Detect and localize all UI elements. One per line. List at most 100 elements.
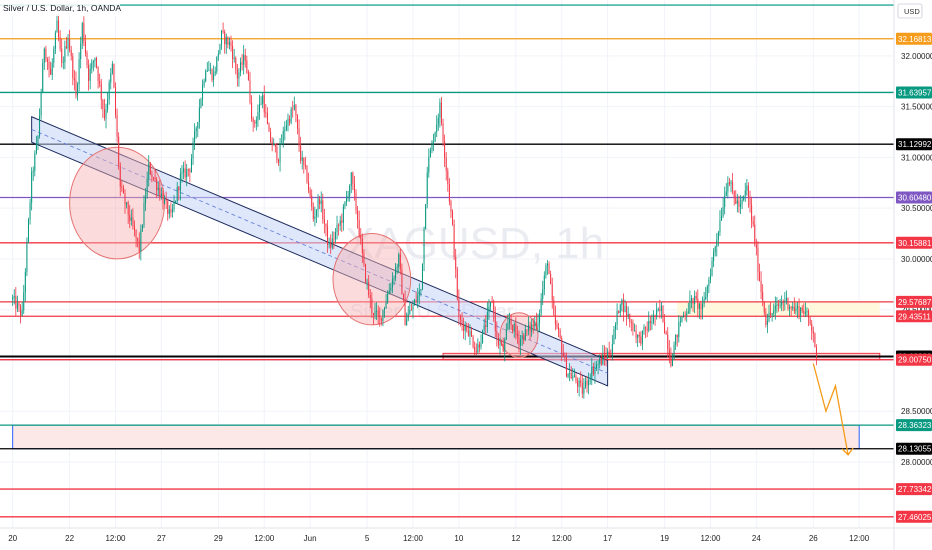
candle-body [398, 254, 400, 267]
candle-body [716, 239, 718, 247]
candle-body [13, 296, 15, 298]
candle-body [108, 82, 110, 100]
price-label-text: 28.13055 [898, 445, 932, 454]
candle-body [152, 177, 154, 179]
candle-body [154, 177, 156, 180]
candle-body [504, 339, 506, 352]
price-tick-label: 28.50000 [901, 407, 932, 416]
candle-body [311, 195, 313, 207]
candle-body [418, 290, 420, 296]
candle-body [535, 322, 537, 327]
candle-body [527, 324, 530, 331]
candle-body [800, 307, 802, 316]
candle-body [744, 190, 746, 196]
candle-body [508, 319, 511, 324]
candle-body [787, 297, 789, 309]
candle-body [26, 241, 28, 272]
candle-body [420, 289, 422, 291]
candle-body [300, 145, 302, 161]
candle-body [304, 164, 306, 167]
candle-body [42, 63, 44, 93]
candle-body [401, 268, 403, 295]
candle-body [393, 278, 395, 280]
candle-body [611, 344, 613, 356]
candle-body [390, 287, 392, 291]
candle-body [442, 123, 444, 142]
candle-body [258, 104, 261, 112]
candle-body [130, 217, 132, 221]
candle-body [363, 253, 365, 265]
candle-body [129, 214, 131, 221]
candle-body [222, 30, 224, 32]
candle-body [469, 330, 471, 336]
candle-body [102, 99, 104, 109]
candle-body [686, 313, 688, 316]
candle-body [146, 178, 148, 197]
price-label-box [896, 236, 932, 249]
candle-body [483, 325, 485, 330]
currency-button[interactable] [897, 3, 923, 19]
candle-body [143, 203, 145, 226]
candle-body [803, 311, 805, 314]
candle-body [572, 376, 574, 379]
candle-body [717, 232, 719, 240]
candle-body [249, 80, 251, 103]
time-tick-label: 10 [454, 534, 463, 543]
candle-body [262, 95, 264, 104]
time-tick-label: 29 [214, 534, 223, 543]
candle-body [301, 157, 303, 161]
candle-body [447, 170, 449, 185]
time-axis[interactable]: 20 22 12:00 27 29 12:00 Jun 5 12:00 10 12 12:00 17 19… [8, 534, 870, 543]
candle-body [433, 141, 435, 143]
candle-body [175, 200, 177, 203]
candle-body [436, 124, 438, 133]
candle-body [317, 199, 319, 211]
candle-body [602, 354, 604, 365]
candle-body [667, 334, 669, 350]
candle-body [529, 324, 531, 332]
candle-body [749, 198, 751, 205]
candle-body [224, 31, 226, 45]
candle-body [50, 68, 52, 75]
candle-body [512, 324, 514, 332]
candle-body [247, 72, 249, 81]
candle-body [415, 300, 417, 302]
title-backdrop [0, 0, 120, 16]
candle-body [306, 166, 308, 182]
candle-body [284, 129, 286, 132]
candle-body [197, 122, 199, 129]
price-label-box [896, 32, 932, 45]
candle-body [236, 68, 238, 79]
candle-body [814, 333, 816, 348]
time-tick-label: Jun [304, 534, 317, 543]
price-label-box [896, 310, 932, 323]
candle-body [793, 306, 795, 312]
candle-body [145, 196, 147, 204]
candle-body [111, 63, 113, 74]
candle-body [586, 380, 588, 386]
candle-body [122, 187, 124, 194]
candle-body [325, 223, 327, 227]
candle-body [640, 336, 642, 344]
candle-body [320, 200, 322, 204]
candle-body [24, 271, 26, 293]
candle-body [235, 57, 237, 69]
candle-body [327, 226, 329, 245]
candle-body [70, 50, 72, 57]
candle-body [61, 48, 63, 63]
candle-body [700, 303, 702, 310]
candle-body [31, 171, 33, 203]
zone-rect [12, 424, 860, 450]
candle-body [232, 46, 234, 60]
candle-body [271, 141, 273, 146]
candle-body [165, 199, 167, 201]
candle-body [43, 48, 45, 64]
candle-body [540, 298, 542, 314]
candle-body [45, 48, 47, 60]
candle-body [698, 303, 700, 309]
candle-body [56, 20, 58, 33]
candle-body [167, 200, 169, 214]
candle-body [659, 309, 661, 311]
candle-body [72, 56, 74, 79]
